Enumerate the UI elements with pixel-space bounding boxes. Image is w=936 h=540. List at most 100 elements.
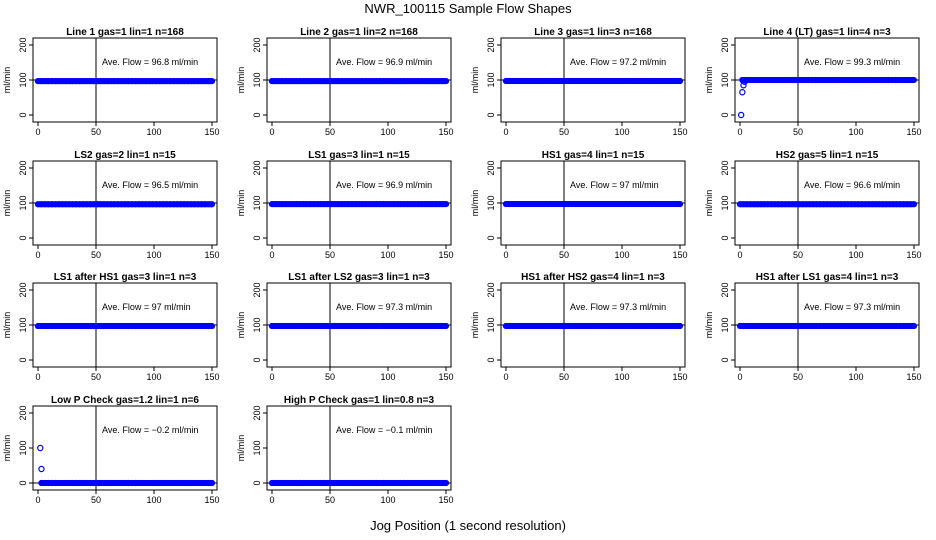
y-axis-label: ml/min [470,67,480,94]
data-point [760,76,767,84]
data-point [194,78,202,85]
data-point [551,200,558,208]
x-tick-label: 50 [91,250,101,260]
data-point [369,200,377,208]
data-point [575,322,583,330]
data-point [881,76,889,84]
data-point [888,76,896,84]
data-point [149,201,156,208]
data-point [659,322,666,330]
data-point [749,76,756,84]
panel-5: LS2 gas=2 lin=1 n=15 0 50 100 150 0 100 200 ml/m… [2,150,220,260]
data-point [380,479,387,487]
data-point [111,322,118,330]
y-tick-label: 0 [720,235,730,240]
data-point [408,77,415,85]
data-point [813,201,820,208]
data-point [909,76,916,84]
data-point [757,201,764,208]
data-point [808,76,816,84]
data-point [523,200,530,208]
data-point [770,76,777,84]
data-point [132,322,139,330]
panel-title: LS2 gas=2 lin=1 n=15 [74,150,176,161]
data-point [373,200,380,208]
data-point [41,201,49,208]
y-tick-label: 100 [486,72,496,87]
data-point [397,322,404,330]
data-point [279,200,286,208]
data-point [829,76,836,84]
data-point [300,77,307,85]
data-point [146,201,153,208]
data-point [66,201,73,208]
x-tick-label: 100 [614,372,629,382]
data-point [830,322,838,330]
data-point [600,77,607,85]
average-flow-annotation: Ave. Flow = 97.3 ml/min [336,302,432,312]
data-point [55,78,62,85]
data-point [390,479,397,487]
data-point [401,479,408,487]
data-point [428,322,436,330]
data-point [502,77,510,85]
data-point [638,200,645,208]
data-point [614,200,621,208]
data-point [558,322,565,330]
data-point [740,201,747,208]
data-point [275,200,283,208]
data-point [673,200,680,208]
data-point [844,322,851,330]
data-point [631,322,638,330]
data-point [893,201,900,208]
data-point [589,77,597,85]
x-tick-label: 150 [672,372,687,382]
data-point [303,322,310,330]
data-point [900,322,907,330]
data-point [747,201,754,208]
x-tick-label: 100 [146,372,161,382]
data-point [293,479,300,487]
data-point [669,322,677,330]
data-point [815,76,822,84]
data-point [796,201,803,208]
data-point [617,200,624,208]
data-point [885,76,892,84]
data-point [373,77,380,85]
panel-title: HS1 after HS2 gas=4 lin=1 n=3 [521,272,665,283]
data-point [160,78,167,85]
data-point [355,77,363,85]
data-point [775,201,782,208]
data-point [579,200,586,208]
data-point [861,76,868,84]
x-tick-label: 100 [380,372,395,382]
data-point [184,322,191,330]
data-point [513,200,520,208]
data-point [184,201,191,208]
data-point [830,201,838,208]
data-point [820,322,827,330]
data-point [579,77,586,85]
data-point [628,200,635,208]
data-point [662,77,670,85]
data-point [649,322,656,330]
data-point [850,76,857,84]
data-point [666,77,673,85]
data-point [502,200,510,208]
data-point [90,322,97,330]
data-point [435,200,443,208]
data-point [432,200,439,208]
data-point [293,200,300,208]
data-point [792,201,799,208]
data-point [513,77,520,85]
data-point [286,479,293,487]
data-point [669,77,677,85]
x-tick-label: 150 [672,127,687,137]
data-point [205,479,212,487]
data-point [428,479,436,487]
data-point [188,322,195,330]
data-point [628,322,635,330]
data-point [548,322,555,330]
data-point [764,201,771,208]
x-tick-label: 50 [325,127,335,137]
